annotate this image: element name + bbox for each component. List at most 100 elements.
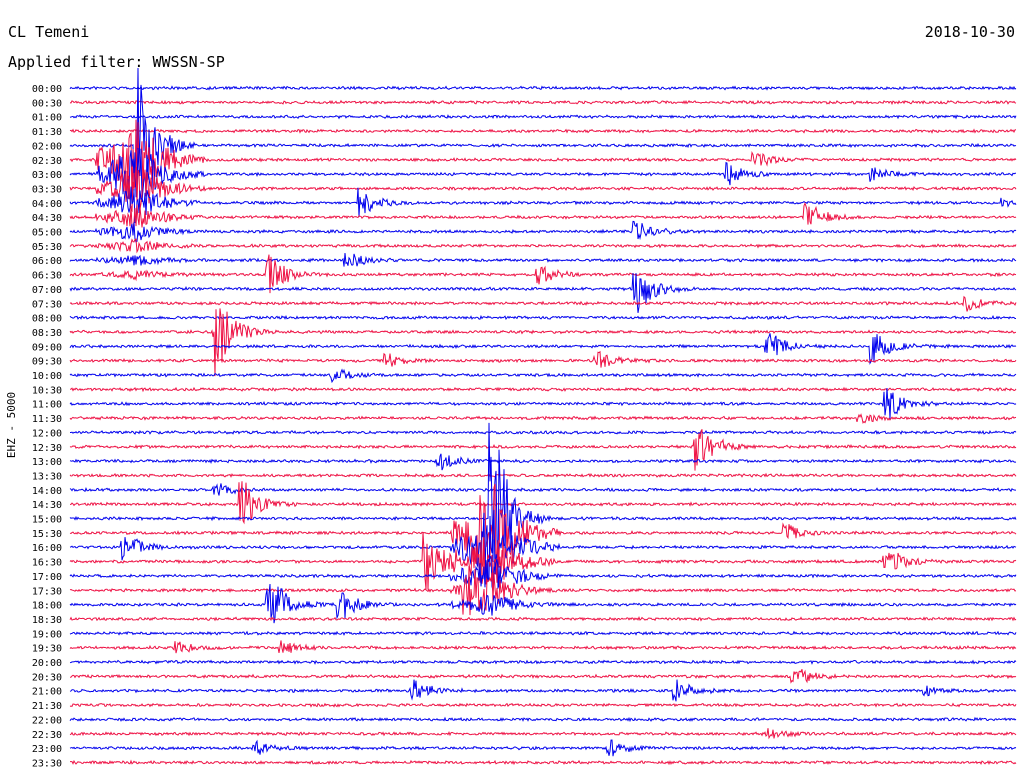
trace-time-label: 01:30 bbox=[32, 127, 62, 138]
trace-time-label: 04:30 bbox=[32, 213, 62, 224]
trace-time-label: 02:00 bbox=[32, 141, 62, 152]
seismic-trace bbox=[69, 350, 1017, 368]
seismic-trace bbox=[70, 759, 1017, 766]
seismic-trace bbox=[69, 99, 1017, 106]
seismic-trace bbox=[69, 386, 1017, 393]
seismic-trace bbox=[69, 739, 1017, 757]
trace-time-label: 02:30 bbox=[32, 156, 62, 167]
trace-time-label: 20:00 bbox=[32, 658, 62, 669]
trace-time-label: 17:30 bbox=[32, 586, 62, 597]
trace-time-label: 10:30 bbox=[32, 385, 62, 396]
trace-time-label: 00:30 bbox=[32, 98, 62, 109]
trace-time-label: 19:00 bbox=[32, 629, 62, 640]
trace-time-label: 06:00 bbox=[32, 256, 62, 267]
seismic-trace bbox=[69, 273, 1017, 313]
seismic-trace bbox=[69, 630, 1017, 636]
trace-time-label: 14:00 bbox=[32, 486, 62, 497]
trace-time-label: 13:00 bbox=[32, 457, 62, 468]
seismic-trace bbox=[69, 85, 1017, 91]
trace-time-label: 08:30 bbox=[32, 328, 62, 339]
date-label: 2018-10-30 bbox=[925, 23, 1015, 41]
trace-time-label: 15:00 bbox=[32, 515, 62, 526]
seismic-trace bbox=[69, 67, 1017, 192]
trace-time-label: 16:00 bbox=[32, 543, 62, 554]
seismic-trace bbox=[69, 295, 1017, 312]
seismic-trace bbox=[69, 147, 1016, 202]
trace-time-label: 22:30 bbox=[32, 730, 62, 741]
seismic-traces bbox=[69, 67, 1017, 766]
trace-time-label: 23:00 bbox=[32, 744, 62, 755]
seismic-trace bbox=[69, 119, 1017, 205]
y-axis-label: EHZ - 5000 bbox=[5, 392, 18, 458]
seismic-trace bbox=[69, 202, 1017, 231]
seismic-trace bbox=[69, 556, 1017, 591]
trace-time-label: 07:00 bbox=[32, 285, 62, 296]
seismic-trace bbox=[69, 252, 1017, 267]
seismic-trace bbox=[69, 114, 1017, 120]
trace-time-label: 20:30 bbox=[32, 672, 62, 683]
trace-time-label: 03:30 bbox=[32, 184, 62, 195]
seismic-trace bbox=[69, 659, 1017, 665]
trace-time-label: 16:30 bbox=[32, 558, 62, 569]
trace-time-labels: 00:00 00:30 01:00 01:30 02:00 02:30 03:00 03:30… bbox=[32, 84, 62, 769]
seismic-trace bbox=[70, 429, 1017, 435]
seismic-trace bbox=[70, 481, 1017, 525]
trace-time-label: 18:00 bbox=[32, 601, 62, 612]
trace-time-label: 07:30 bbox=[32, 299, 62, 310]
trace-time-label: 11:30 bbox=[32, 414, 62, 425]
trace-time-label: 15:30 bbox=[32, 529, 62, 540]
trace-time-label: 05:30 bbox=[32, 242, 62, 253]
trace-time-label: 09:00 bbox=[32, 342, 62, 353]
seismic-trace bbox=[69, 166, 1017, 213]
trace-time-label: 10:00 bbox=[32, 371, 62, 382]
trace-time-label: 17:00 bbox=[32, 572, 62, 583]
trace-time-label: 05:00 bbox=[32, 228, 62, 239]
station-title: CL Temeni bbox=[8, 23, 89, 41]
trace-time-label: 09:30 bbox=[32, 357, 62, 368]
seismic-trace bbox=[69, 453, 1017, 471]
seismic-trace bbox=[69, 669, 1017, 684]
seismic-trace bbox=[69, 128, 1017, 134]
trace-time-label: 14:30 bbox=[32, 500, 62, 511]
trace-time-label: 21:00 bbox=[32, 687, 62, 698]
seismic-trace bbox=[69, 679, 1017, 702]
seismic-trace bbox=[69, 728, 1017, 740]
seismic-trace bbox=[69, 472, 1017, 478]
trace-time-label: 19:30 bbox=[32, 644, 62, 655]
trace-time-label: 13:30 bbox=[32, 471, 62, 482]
seismic-trace bbox=[69, 238, 1017, 254]
filter-label: Applied filter: WWSSN-SP bbox=[8, 53, 225, 71]
seismic-trace bbox=[69, 220, 1017, 243]
seismic-trace bbox=[69, 640, 1017, 654]
trace-time-label: 03:00 bbox=[32, 170, 62, 181]
seismic-trace bbox=[69, 616, 1017, 622]
trace-time-label: 08:00 bbox=[32, 314, 62, 325]
trace-time-label: 22:00 bbox=[32, 715, 62, 726]
seismic-trace bbox=[69, 186, 1017, 224]
trace-time-label: 06:30 bbox=[32, 271, 62, 282]
seismic-trace bbox=[69, 716, 1017, 723]
seismic-trace bbox=[69, 565, 1017, 616]
seismic-trace bbox=[69, 531, 1017, 590]
seismic-trace bbox=[69, 429, 1017, 471]
trace-time-label: 00:00 bbox=[32, 84, 62, 95]
seismic-trace bbox=[69, 308, 1016, 377]
seismic-trace bbox=[69, 254, 1017, 294]
seismic-trace bbox=[69, 483, 1017, 575]
trace-time-label: 23:30 bbox=[32, 758, 62, 769]
trace-time-label: 21:30 bbox=[32, 701, 62, 712]
seismic-trace bbox=[69, 413, 1017, 424]
trace-time-label: 12:30 bbox=[32, 443, 62, 454]
trace-time-label: 04:00 bbox=[32, 199, 62, 210]
trace-time-label: 01:00 bbox=[32, 113, 62, 124]
seismic-trace bbox=[69, 509, 1017, 581]
seismic-trace bbox=[69, 422, 1017, 589]
trace-time-label: 12:00 bbox=[32, 428, 62, 439]
seismic-trace bbox=[69, 583, 1017, 624]
seismic-trace bbox=[69, 702, 1017, 708]
seismic-trace bbox=[69, 483, 1016, 496]
seismic-trace bbox=[69, 387, 1017, 419]
seismic-trace bbox=[69, 368, 1017, 384]
seismic-trace bbox=[69, 333, 1017, 365]
